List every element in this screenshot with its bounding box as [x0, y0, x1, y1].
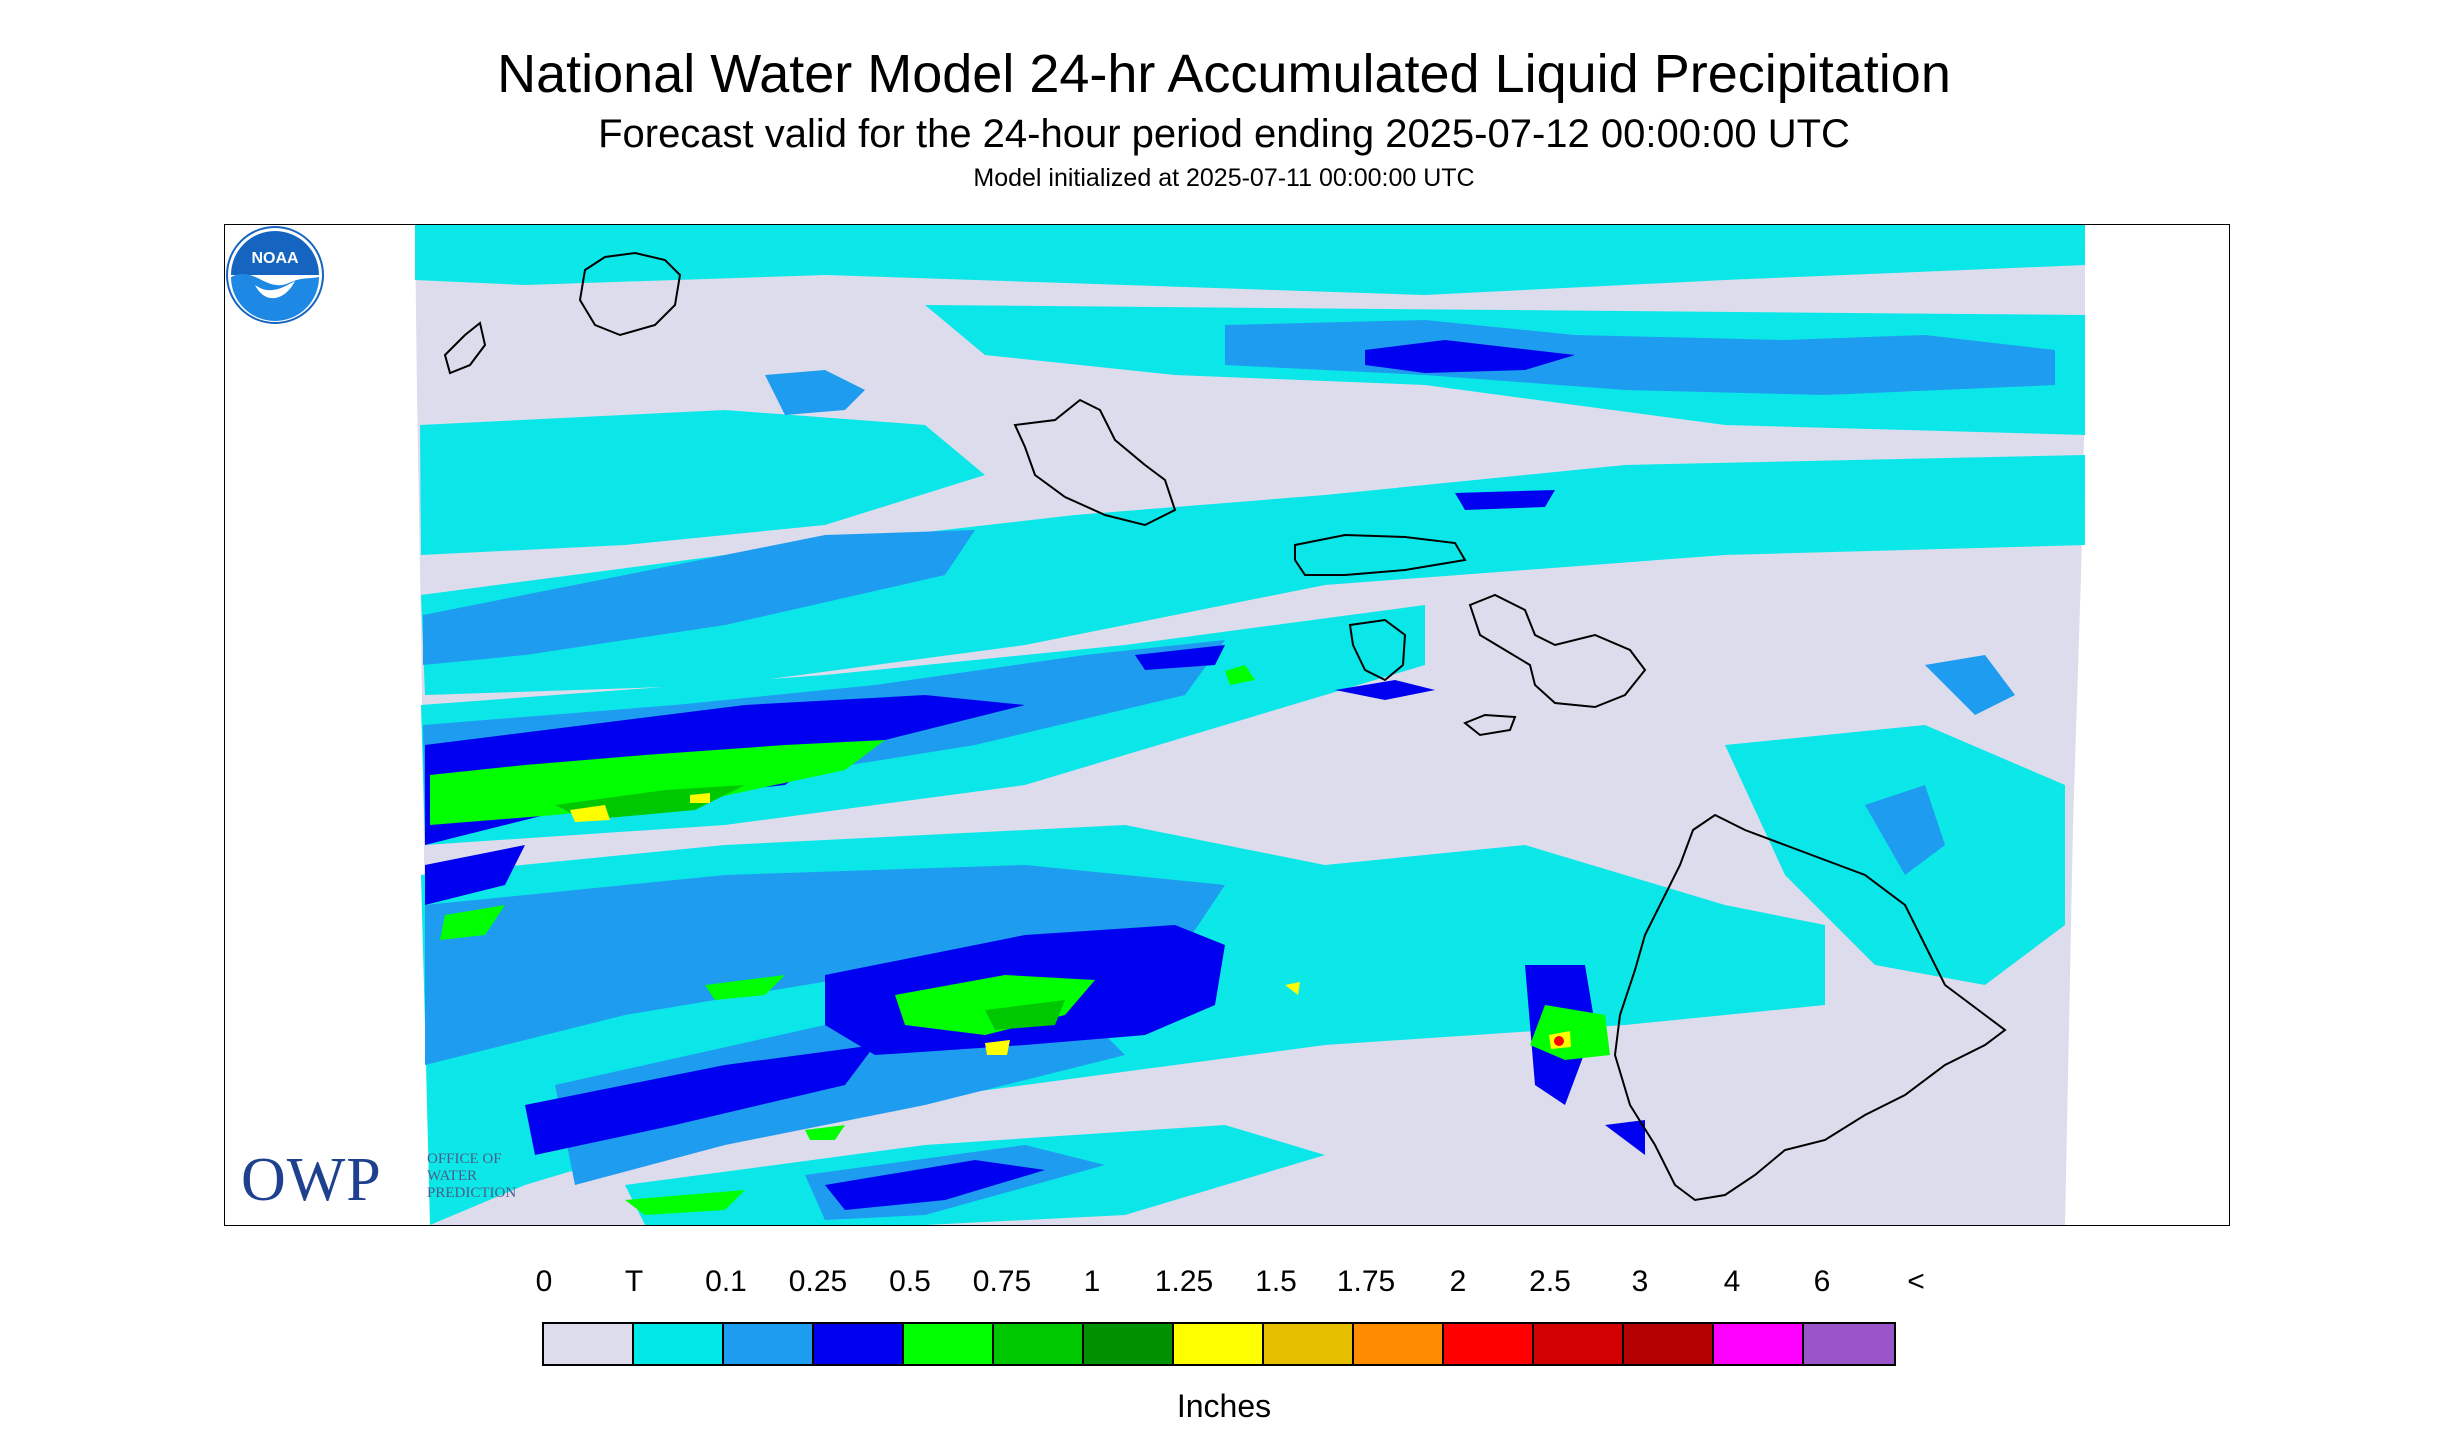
legend-swatch — [1354, 1324, 1444, 1364]
legend-swatch — [1174, 1324, 1264, 1364]
island-outlines — [443, 251, 2007, 1202]
legend-swatch — [1624, 1324, 1714, 1364]
molokai-outline — [1294, 533, 1467, 576]
legend-swatch — [994, 1324, 1084, 1364]
legend-units: Inches — [1176, 1388, 1272, 1424]
kahoolawe-outline — [1463, 713, 1517, 737]
legend-swatch — [1534, 1324, 1624, 1364]
legend-label: 0.5 — [889, 1265, 931, 1298]
legend-label: < — [1907, 1265, 1925, 1298]
legend-label: 0 — [535, 1265, 553, 1298]
legend-label: 1.5 — [1255, 1265, 1297, 1298]
legend-label: 0.75 — [972, 1265, 1032, 1298]
oahu-outline — [1013, 398, 1177, 527]
legend-swatch — [724, 1324, 814, 1364]
legend-label: 4 — [1723, 1265, 1741, 1298]
legend-label: 6 — [1813, 1265, 1831, 1298]
map-subtitle: Forecast valid for the 24-hour period en… — [598, 112, 1850, 156]
legend-label: 2 — [1449, 1265, 1467, 1298]
peak-precip-points — [570, 793, 1571, 1055]
hawaii-big-island-outline — [1613, 813, 2007, 1202]
model-init-time: Model initialized at 2025-07-11 00:00:00… — [973, 164, 1475, 192]
legend-swatch — [904, 1324, 994, 1364]
legend-label: 1.75 — [1336, 1265, 1396, 1298]
legend-swatch — [1084, 1324, 1174, 1364]
legend-label: 3 — [1631, 1265, 1649, 1298]
legend-swatch — [1714, 1324, 1804, 1364]
maui-outline — [1468, 593, 1647, 709]
legend-label: 2.5 — [1529, 1265, 1571, 1298]
precipitation-field — [225, 225, 2229, 1225]
legend-swatch — [814, 1324, 904, 1364]
legend-swatch — [1444, 1324, 1534, 1364]
legend-label: 1.25 — [1154, 1265, 1214, 1298]
lanai-outline — [1348, 618, 1407, 682]
legend-label: 0.25 — [788, 1265, 848, 1298]
legend-swatch — [634, 1324, 724, 1364]
legend-swatch — [1804, 1324, 1894, 1364]
owp-logo-text: OWP — [241, 1146, 382, 1214]
legend-color-bar — [542, 1322, 1896, 1366]
kauai-outline — [578, 251, 682, 337]
legend-labels: 0 T 0.1 0.25 0.5 0.75 1 1.25 1.5 1.75 2 … — [0, 1265, 2448, 1305]
legend-label: 1 — [1083, 1265, 1101, 1298]
legend-swatch — [544, 1324, 634, 1364]
owp-logo-subtext: OFFICE OF WATER PREDICTION — [427, 1151, 517, 1201]
map-title: National Water Model 24-hr Accumulated L… — [497, 44, 1951, 104]
noaa-logo-text: NOAA — [251, 250, 299, 267]
legend-swatch — [1264, 1324, 1354, 1364]
niihau-outline — [443, 321, 487, 375]
legend-label: 0.1 — [705, 1265, 747, 1298]
precipitation-map: OWP OFFICE OF WATER PREDICTION NOAA — [224, 224, 2230, 1226]
noaa-logo: NOAA — [226, 226, 324, 324]
legend-label: T — [624, 1265, 644, 1298]
